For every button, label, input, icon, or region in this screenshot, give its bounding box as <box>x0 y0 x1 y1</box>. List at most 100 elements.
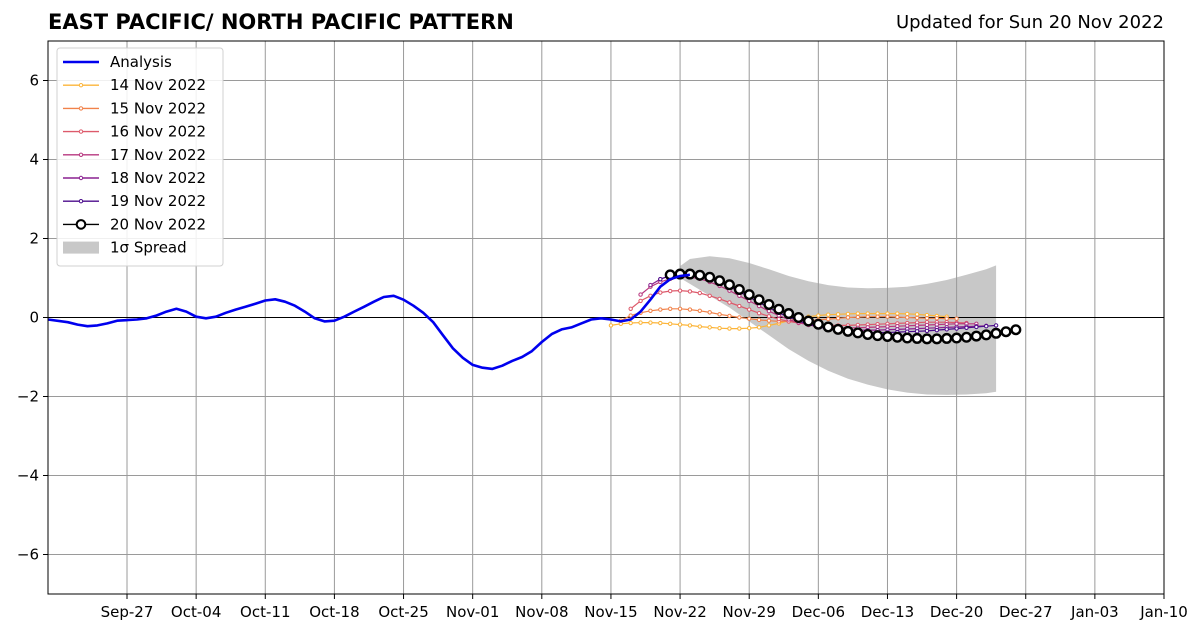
series-point <box>737 303 742 309</box>
series-point <box>1010 324 1022 336</box>
legend-marker <box>78 152 84 158</box>
x-tick-label: Dec-06 <box>792 603 846 621</box>
x-tick-label: Oct-18 <box>309 603 359 621</box>
analysis-line <box>47 273 691 371</box>
series-point <box>648 308 653 313</box>
series-point <box>911 332 923 344</box>
series-point <box>707 310 712 315</box>
series-point <box>638 320 643 325</box>
x-tick-label: Oct-11 <box>240 603 290 621</box>
series-point <box>855 314 861 320</box>
x-tick-label: Jan-10 <box>1139 603 1188 621</box>
x-tick-label: Nov-22 <box>653 603 706 621</box>
series-point <box>914 312 920 317</box>
series-point <box>964 325 969 330</box>
legend: Analysis 14 Nov 2022 15 Nov 2022 16 Nov 202… <box>56 47 224 267</box>
series-point <box>667 321 673 327</box>
series-point <box>914 315 920 321</box>
series-point <box>941 332 953 344</box>
series-point <box>727 326 732 331</box>
series-point <box>628 306 633 312</box>
series-point <box>727 300 732 305</box>
series-point <box>737 326 742 331</box>
x-tick-label: Jan-03 <box>1070 603 1119 621</box>
x-tick-label: Oct-04 <box>171 603 221 621</box>
legend-label: 20 Nov 2022 <box>110 215 206 233</box>
legend-label: 15 Nov 2022 <box>110 99 206 117</box>
series-point <box>954 316 959 321</box>
series-point <box>934 316 940 321</box>
legend-item: 16 Nov 2022 <box>63 123 206 141</box>
series-point <box>990 327 1002 339</box>
series-point <box>812 318 824 330</box>
series-point <box>648 320 653 325</box>
legend-item: 20 Nov 2022 <box>63 215 206 233</box>
legend-label: Analysis <box>110 53 172 71</box>
x-tick-label: Sep-27 <box>101 603 154 621</box>
series-point <box>697 290 703 296</box>
series-point <box>697 308 703 313</box>
series-point <box>727 313 732 319</box>
legend-item: 1σ Spread <box>63 239 187 257</box>
series-point <box>826 316 831 322</box>
series-point <box>723 279 735 291</box>
legend-marker <box>78 199 84 204</box>
series-point <box>776 316 782 322</box>
x-tick-label: Nov-08 <box>515 603 568 621</box>
series-point <box>687 323 693 328</box>
legend-label: 1σ Spread <box>110 239 187 257</box>
series-point <box>714 275 726 287</box>
y-tick-label: −4 <box>17 467 39 485</box>
series-point <box>951 332 963 344</box>
series-point <box>697 324 703 329</box>
series-point <box>960 331 972 343</box>
axes-layer: Sep-27 Oct-04 Oct-11 Oct-18 Oct-25 Nov-01 Nov-… <box>17 40 1188 621</box>
series-layer <box>47 268 1022 371</box>
series-point <box>865 314 870 319</box>
series-point <box>822 321 834 333</box>
legend-marker <box>78 83 84 88</box>
series-point <box>881 330 893 342</box>
legend-label: 16 Nov 2022 <box>110 123 206 141</box>
y-tick-label: 4 <box>29 151 39 169</box>
series-point <box>905 311 910 317</box>
series-point <box>993 323 999 328</box>
series-point <box>737 315 742 320</box>
legend-label: 17 Nov 2022 <box>110 146 206 164</box>
series-point <box>924 316 930 321</box>
x-tick-label: Nov-29 <box>723 603 776 621</box>
series-point <box>717 325 722 331</box>
series-point <box>924 328 930 334</box>
series-point <box>766 318 772 323</box>
series-point <box>901 332 913 344</box>
plot-frame <box>47 40 1165 595</box>
series-point <box>793 312 805 324</box>
series-point <box>885 314 890 319</box>
legend-swatch <box>63 241 99 254</box>
x-tick-label: Oct-25 <box>378 603 428 621</box>
series-point <box>704 271 716 283</box>
series-point <box>628 313 633 318</box>
series-point <box>845 315 851 320</box>
series-point <box>638 292 643 297</box>
x-tick-label: Dec-20 <box>930 603 984 621</box>
series-point <box>970 330 982 342</box>
series-point <box>875 314 880 319</box>
x-tick-label: Dec-27 <box>999 603 1053 621</box>
series-point <box>944 327 949 332</box>
series-point <box>895 314 900 320</box>
legend-item: 19 Nov 2022 <box>63 192 206 210</box>
series-point <box>944 316 949 321</box>
series-point <box>895 311 900 316</box>
series-point <box>862 328 874 340</box>
series-point <box>628 320 633 326</box>
series-point <box>756 317 762 323</box>
series-point <box>694 269 706 281</box>
series-point <box>717 296 722 302</box>
series-point <box>707 293 712 298</box>
series-point <box>855 311 861 316</box>
series-point <box>658 320 663 326</box>
series-point <box>773 303 785 315</box>
series-2022-11-21 <box>664 268 1022 345</box>
series-point <box>766 323 772 328</box>
